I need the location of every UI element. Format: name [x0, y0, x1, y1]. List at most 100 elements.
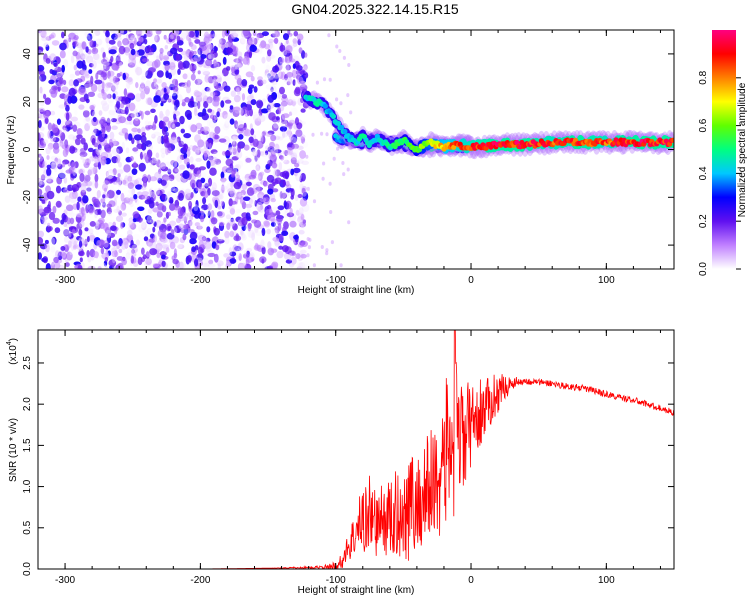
noise-blob — [231, 135, 239, 142]
spectrogram-y-tick-label: -40 — [22, 237, 33, 252]
noise-blob — [180, 227, 189, 237]
noise-blob — [87, 166, 95, 176]
noise-blob — [234, 74, 242, 81]
snr-x-tick-label: 0 — [468, 575, 474, 586]
noise-blob — [170, 229, 175, 235]
noise-blob — [38, 30, 42, 34]
noise-blob — [42, 139, 49, 144]
noise-blob — [266, 71, 272, 79]
noise-blob — [320, 245, 324, 249]
noise-blob — [296, 172, 302, 180]
noise-blob — [95, 110, 99, 115]
noise-blob — [53, 62, 58, 67]
noise-blob — [110, 106, 118, 112]
noise-blob — [290, 168, 295, 176]
noise-blob — [63, 236, 70, 243]
noise-blob — [218, 112, 224, 118]
spectrogram-y-tick-label: 0 — [22, 146, 33, 152]
noise-blob — [64, 93, 69, 100]
noise-blob — [79, 53, 86, 60]
noise-blob — [172, 258, 179, 265]
noise-blob — [168, 136, 171, 142]
noise-blob — [154, 171, 162, 181]
noise-blob — [124, 241, 129, 249]
noise-blob — [100, 209, 106, 219]
noise-blob — [131, 127, 139, 133]
noise-blob — [133, 194, 138, 200]
noise-blob — [274, 30, 279, 37]
noise-blob — [105, 170, 109, 178]
noise-blob — [223, 114, 231, 121]
noise-blob — [282, 132, 288, 138]
snr-x-tick-label: 100 — [598, 575, 615, 586]
noise-blob — [228, 205, 234, 210]
noise-blob — [73, 149, 82, 154]
noise-blob — [70, 55, 75, 64]
noise-blob — [116, 189, 121, 195]
noise-blob — [257, 191, 265, 199]
noise-blob — [284, 171, 289, 180]
noise-blob — [241, 232, 246, 239]
noise-blob — [191, 246, 197, 253]
noise-blob — [141, 191, 149, 196]
noise-blob — [163, 34, 167, 40]
noise-blob — [272, 74, 280, 79]
noise-blob — [207, 43, 214, 50]
noise-blob — [225, 237, 229, 245]
noise-blob — [76, 236, 82, 241]
noise-blob — [56, 118, 62, 125]
noise-blob — [289, 241, 296, 247]
noise-blob — [130, 113, 137, 120]
noise-blob — [267, 94, 274, 103]
noise-blob — [197, 49, 201, 58]
noise-blob — [167, 120, 171, 129]
noise-blob — [265, 145, 271, 151]
noise-blob — [210, 210, 215, 219]
noise-blob — [47, 130, 51, 139]
noise-blob — [44, 97, 52, 105]
noise-blob — [88, 69, 93, 74]
noise-blob — [147, 242, 153, 248]
noise-blob — [76, 201, 80, 211]
noise-blob — [229, 189, 236, 198]
noise-blob — [121, 96, 129, 105]
noise-blob — [93, 53, 100, 61]
noise-blob — [224, 99, 232, 104]
noise-blob — [194, 222, 201, 227]
noise-blob — [174, 160, 178, 169]
noise-blob — [224, 237, 230, 245]
noise-blob — [159, 251, 167, 257]
noise-blob — [292, 79, 296, 86]
noise-blob — [147, 208, 153, 214]
noise-blob — [125, 147, 130, 154]
noise-blob — [208, 155, 214, 161]
noise-blob — [137, 191, 143, 196]
noise-blob — [151, 133, 156, 139]
noise-blob — [212, 33, 217, 38]
noise-blob — [295, 209, 300, 216]
noise-blob — [82, 70, 90, 77]
noise-blob — [277, 222, 282, 232]
colorbar-ticks: 0.0 0.2 0.4 0.6 0.8 — [698, 70, 741, 276]
noise-blob — [286, 81, 291, 86]
noise-blob — [76, 38, 84, 45]
noise-blob — [127, 175, 133, 182]
noise-blob — [229, 200, 237, 205]
noise-blob — [97, 208, 102, 215]
noise-blob — [39, 156, 44, 165]
noise-blob — [51, 261, 55, 269]
noise-blob — [229, 118, 235, 125]
noise-blob — [137, 206, 145, 212]
noise-blob — [183, 133, 192, 139]
noise-blob — [280, 100, 288, 107]
noise-blob — [294, 244, 301, 250]
noise-blob — [184, 97, 190, 103]
noise-blob — [130, 222, 137, 230]
noise-blob — [166, 142, 171, 149]
noise-blob — [65, 38, 70, 44]
noise-blob — [94, 79, 103, 85]
noise-blob — [160, 179, 167, 186]
noise-blob — [180, 30, 187, 36]
noise-blob — [154, 34, 160, 43]
